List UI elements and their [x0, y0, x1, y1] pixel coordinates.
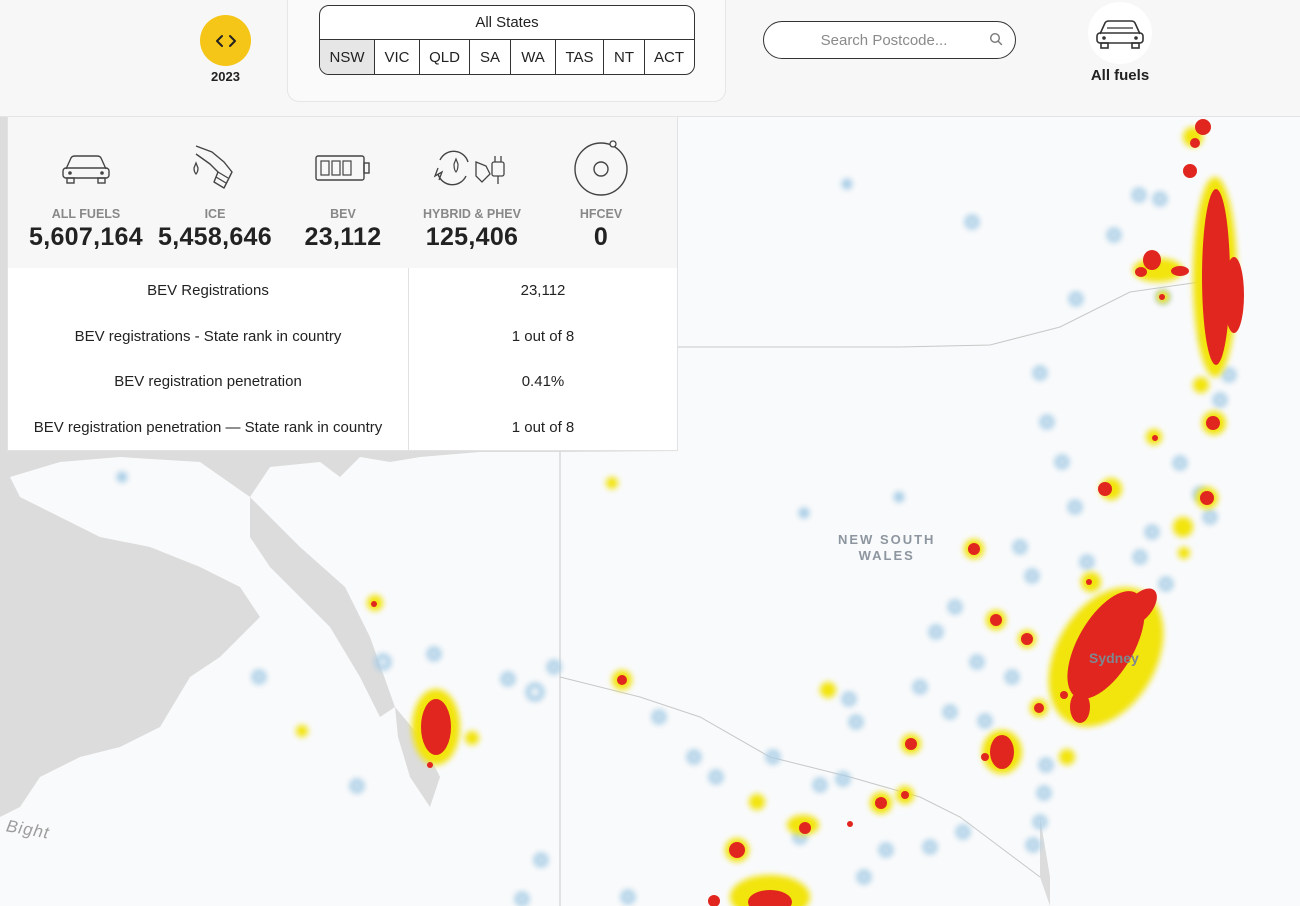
- metric-label: ALL FUELS: [51, 207, 121, 221]
- stats-table: BEV Registrations 23,112 BEV registratio…: [8, 268, 677, 450]
- stat-label: BEV Registrations: [8, 268, 409, 314]
- table-row: BEV registration penetration — State ran…: [8, 404, 677, 450]
- all-states-button[interactable]: All States: [320, 6, 694, 40]
- stat-label: BEV registration penetration: [8, 359, 409, 405]
- metric-value: 0: [593, 223, 609, 251]
- state-tabs: NSW VIC QLD SA WA TAS NT ACT: [320, 40, 694, 74]
- car-icon-circle: [1088, 2, 1152, 64]
- state-border-qld-nsw: [678, 281, 1201, 348]
- state-tab-sa[interactable]: SA: [470, 40, 511, 74]
- hybrid-plug-icon: [433, 150, 505, 186]
- land-area: [0, 117, 1300, 906]
- fuel-filter-button[interactable]: All fuels: [1080, 2, 1160, 92]
- metric-label: ICE: [204, 207, 226, 221]
- stat-value: 1 out of 8: [511, 418, 575, 436]
- heat-map[interactable]: NEW SOUTH WALES Sydney Bight: [0, 117, 1300, 906]
- table-row: BEV registration penetration 0.41%: [8, 359, 677, 405]
- metric-label: HYBRID & PHEV: [423, 207, 521, 221]
- year-toggle-button[interactable]: [200, 15, 251, 66]
- hydrogen-icon: [574, 140, 628, 196]
- metric-value: 5,458,646: [158, 223, 272, 251]
- metric-label: HFCEV: [579, 207, 623, 221]
- state-tab-wa[interactable]: WA: [511, 40, 556, 74]
- stat-value: 23,112: [520, 282, 566, 300]
- postcode-search: [763, 21, 1016, 59]
- year-label: 2023: [211, 69, 240, 84]
- car-icon: [1096, 20, 1144, 49]
- metric-label: BEV: [330, 207, 356, 221]
- state-tab-nsw[interactable]: NSW: [320, 40, 375, 74]
- battery-icon: [315, 155, 370, 181]
- metric-all-fuels: ALL FUELS 5,607,164: [18, 117, 154, 268]
- stat-value: 1 out of 8: [511, 327, 575, 345]
- fuel-filter-label: All fuels: [1090, 67, 1150, 84]
- stat-value: 0.41%: [521, 373, 565, 391]
- search-icon[interactable]: [989, 32, 1003, 46]
- metric-value: 5,607,164: [29, 223, 143, 251]
- fuel-pump-icon: [193, 145, 233, 189]
- map-label-sydney: Sydney: [1089, 650, 1139, 666]
- state-tab-nt[interactable]: NT: [604, 40, 645, 74]
- metric-bev: BEV 23,112: [286, 117, 400, 268]
- chevron-left-right-icon: [215, 34, 236, 47]
- spencer-gulf: [250, 497, 395, 717]
- state-selector: All States NSW VIC QLD SA WA TAS NT ACT: [319, 5, 695, 75]
- stat-label: BEV registrations - State rank in countr…: [8, 313, 409, 359]
- metric-value: 23,112: [304, 223, 382, 251]
- metrics-header: ALL FUELS 5,607,164 ICE 5,458,646: [8, 117, 677, 268]
- map-label-nsw: NEW SOUTH WALES: [838, 532, 936, 563]
- map-canvas[interactable]: [0, 117, 1300, 906]
- metric-value: 125,406: [425, 223, 519, 251]
- stat-label: BEV registration penetration — State ran…: [8, 404, 409, 450]
- state-tab-tas[interactable]: TAS: [556, 40, 604, 74]
- metric-hfcev: HFCEV 0: [548, 117, 654, 268]
- postcode-search-input[interactable]: [784, 30, 984, 50]
- state-tab-vic[interactable]: VIC: [375, 40, 420, 74]
- metric-hybrid-phev: HYBRID & PHEV 125,406: [408, 117, 536, 268]
- heat-high-layer: [371, 119, 1244, 906]
- stats-panel: ALL FUELS 5,607,164 ICE 5,458,646: [7, 117, 678, 451]
- car-icon: [62, 155, 110, 184]
- gulf-st-vincent: [395, 707, 440, 807]
- top-bar: 2023 All States NSW VIC QLD SA WA TAS NT…: [0, 0, 1300, 117]
- table-row: BEV registrations - State rank in countr…: [8, 313, 677, 359]
- metric-ice: ICE 5,458,646: [151, 117, 279, 268]
- state-tab-act[interactable]: ACT: [654, 48, 684, 66]
- state-tab-qld[interactable]: QLD: [420, 40, 470, 74]
- table-row: BEV Registrations 23,112: [8, 268, 677, 314]
